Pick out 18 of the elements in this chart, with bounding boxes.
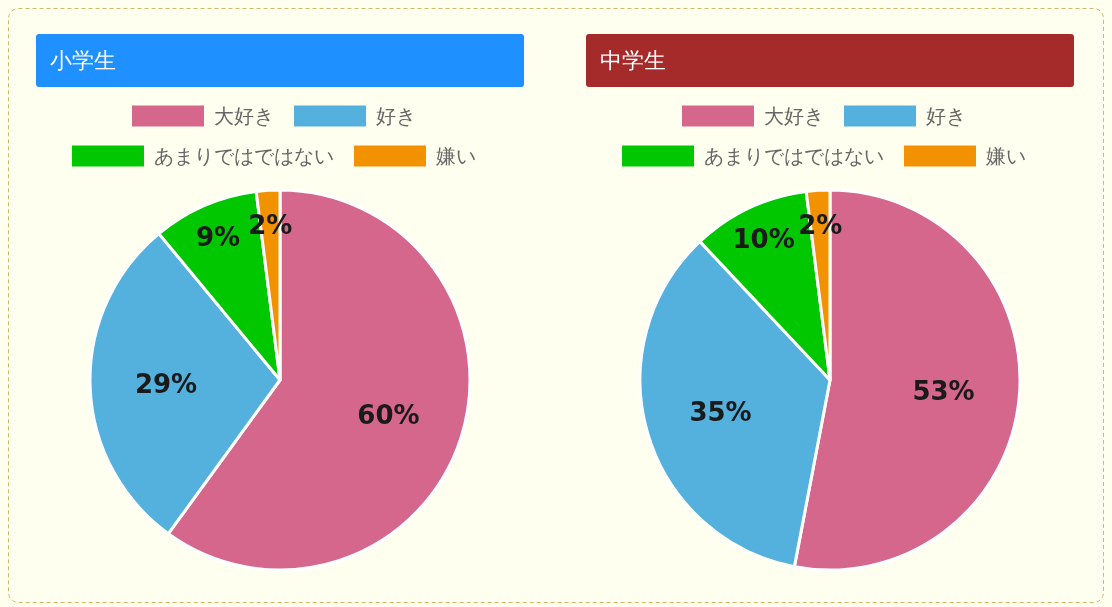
data-label: 10% xyxy=(732,224,795,255)
data-label: 53% xyxy=(912,375,975,406)
data-label: 29% xyxy=(134,368,198,399)
legend-label: 大好き xyxy=(764,104,824,128)
chart-title: 小学生 xyxy=(50,48,116,73)
legend-label: あまりではではない xyxy=(154,144,334,168)
legend-label: 嫌い xyxy=(436,144,476,168)
chart-title: 中学生 xyxy=(600,48,666,73)
data-label: 2% xyxy=(798,209,843,240)
legend-label: 好き xyxy=(376,104,416,128)
data-label: 2% xyxy=(248,209,293,240)
data-label: 9% xyxy=(196,222,241,253)
legend-label: 大好き xyxy=(214,104,274,128)
legend-label: 嫌い xyxy=(986,144,1026,168)
legend-label: 好き xyxy=(926,104,966,128)
data-label: 60% xyxy=(357,400,420,431)
legend-label: あまりではではない xyxy=(704,144,884,168)
data-label: 35% xyxy=(689,396,752,427)
